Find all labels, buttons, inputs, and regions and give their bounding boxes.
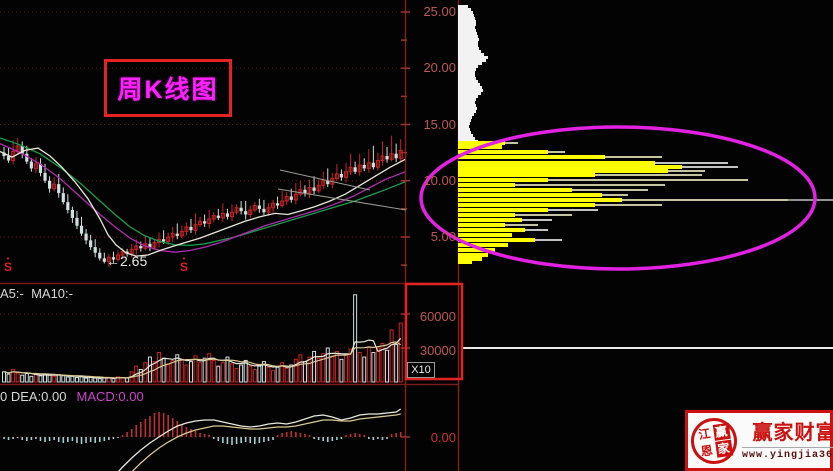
dea-value-label: 0 DEA:0.00 (0, 389, 67, 404)
volume-tick-label: 30000 (419, 343, 456, 358)
ma-mid (0, 143, 406, 253)
low-price-annotation: ←2.65 (106, 253, 148, 269)
seal-char: 家 (714, 438, 733, 457)
price-tick-label: 20.00 (423, 60, 456, 76)
seal-char: 赢 (712, 421, 731, 440)
candlestick-layer (2, 135, 403, 267)
price-tick-label: 15.00 (423, 116, 456, 132)
sell-signal-mark: • S (180, 256, 189, 274)
chip-distribution-layer (458, 5, 833, 349)
macd-zero-label: 0.00 (430, 430, 456, 445)
kline-annotation-box: 周K线图 (104, 59, 232, 117)
volume-axis-annotation-box (404, 282, 464, 381)
macd-dif (118, 408, 402, 471)
trendline (279, 169, 371, 191)
macd-value-label: MACD:0.00 (76, 389, 144, 404)
volume-multiplier-badge: X10 (407, 362, 435, 378)
ma-fast (0, 147, 406, 257)
ma-lines-layer (0, 137, 407, 257)
volume-layer (2, 294, 403, 383)
ma-caption: A5:- MA10:- (0, 286, 73, 301)
seal-icon: 江 赢 恩 家 (688, 414, 740, 467)
site-watermark-logo: 江 赢 恩 家 赢家财富网 www.yingjia360.com (685, 410, 833, 471)
vol-ma-slow (3, 341, 402, 379)
macd-caption: 0 DEA:0.00 MACD:0.00 (0, 389, 144, 404)
price-tick-label: 10.00 (423, 172, 456, 188)
vol-ma-fast (3, 337, 402, 379)
price-tick-label: 25.00 (423, 4, 456, 19)
kline-annotation-label: 周K线图 (117, 76, 219, 104)
macd-dea (131, 413, 401, 471)
trendline (277, 188, 407, 211)
highlight-ellipse (419, 125, 817, 271)
ma-slow (0, 137, 406, 247)
macd-layer (3, 408, 402, 471)
seal-char: 江 (697, 425, 712, 442)
site-name: 赢家财富网 (752, 422, 833, 444)
seal-char: 恩 (699, 442, 714, 459)
sell-signal-mark: • S (4, 256, 13, 274)
site-url: www.yingjia360.com (742, 447, 833, 461)
price-tick-label: 5.00 (430, 229, 456, 244)
volume-tick-label: 60000 (419, 309, 456, 325)
